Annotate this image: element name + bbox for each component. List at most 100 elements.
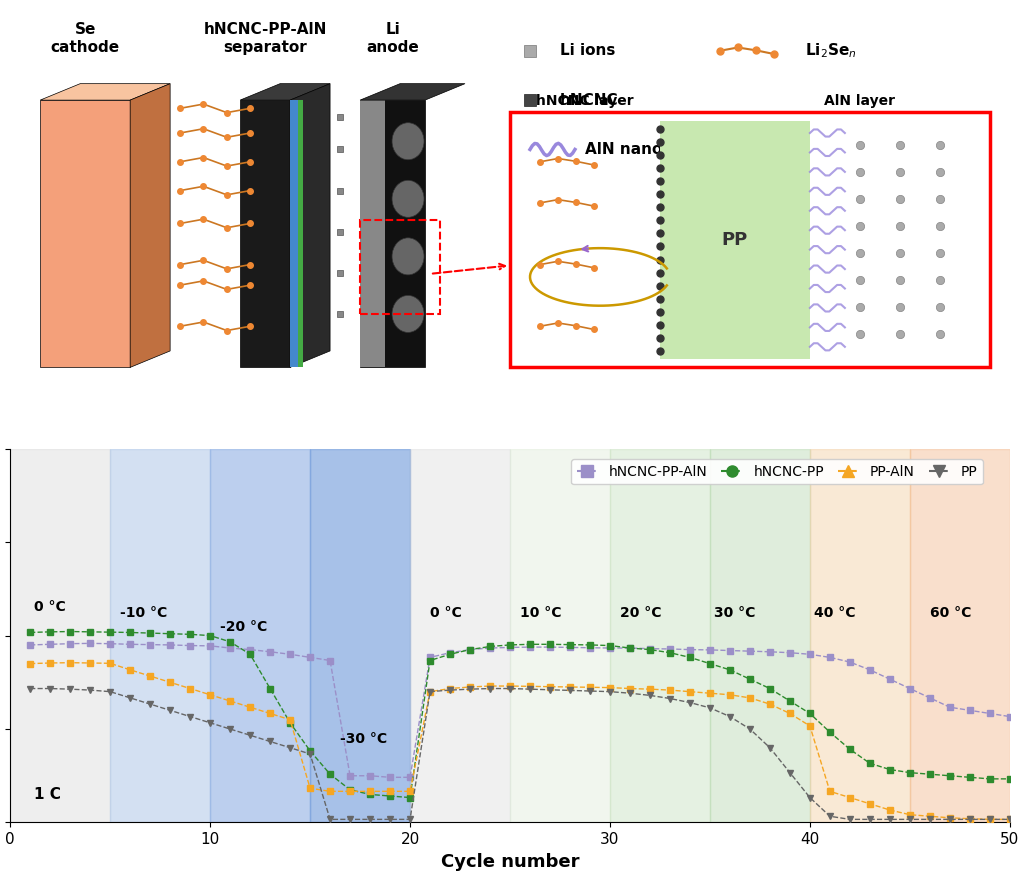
Bar xyxy=(110,449,210,822)
PP xyxy=(863,814,875,825)
hNCNC-PP-AlN xyxy=(543,642,555,653)
hNCNC-PP xyxy=(703,658,715,669)
PP xyxy=(283,742,296,753)
hNCNC-PP xyxy=(104,627,116,637)
hNCNC-PP xyxy=(183,629,196,640)
PP-AlN xyxy=(144,670,156,681)
hNCNC-PP-AlN xyxy=(982,708,995,719)
PP-AlN xyxy=(443,683,455,694)
hNCNC-PP-AlN xyxy=(44,639,56,650)
hNCNC-PP-AlN xyxy=(503,642,516,653)
Text: hNCNC-PP-AlN
separator: hNCNC-PP-AlN separator xyxy=(203,22,326,55)
PP-AlN xyxy=(703,687,715,698)
PP xyxy=(963,814,975,825)
PP-AlN xyxy=(583,682,595,693)
PP-AlN xyxy=(204,689,216,700)
Text: -30 °C: -30 °C xyxy=(339,732,387,746)
hNCNC-PP xyxy=(64,626,76,637)
hNCNC-PP xyxy=(164,628,176,639)
hNCNC-PP xyxy=(124,627,137,637)
PP xyxy=(44,683,56,694)
hNCNC-PP-AlN xyxy=(104,638,116,649)
PP xyxy=(24,683,37,694)
hNCNC-PP-AlN xyxy=(164,639,176,650)
hNCNC-PP-AlN xyxy=(483,643,495,654)
PP-AlN xyxy=(903,809,915,820)
PP xyxy=(603,687,615,697)
Bar xyxy=(10,449,110,822)
PP-AlN xyxy=(104,658,116,669)
hNCNC-PP-AlN xyxy=(464,645,476,655)
hNCNC-PP xyxy=(264,683,276,694)
PP xyxy=(923,814,935,825)
hNCNC-PP-AlN xyxy=(583,643,595,654)
PP xyxy=(264,736,276,746)
Bar xyxy=(410,449,510,822)
hNCNC-PP xyxy=(1003,773,1015,784)
PP xyxy=(424,687,436,697)
PP xyxy=(643,690,655,701)
Bar xyxy=(360,221,439,314)
hNCNC-PP xyxy=(624,643,636,654)
Text: 20 °C: 20 °C xyxy=(620,606,660,620)
PP-AlN xyxy=(503,680,516,691)
PP-AlN xyxy=(743,693,755,704)
Bar xyxy=(298,100,303,367)
hNCNC-PP-AlN xyxy=(524,642,536,653)
hNCNC-PP-AlN xyxy=(823,652,836,662)
PP-AlN xyxy=(943,813,955,823)
PP-AlN xyxy=(803,721,815,731)
hNCNC-PP xyxy=(244,649,256,660)
PP-AlN xyxy=(783,708,795,719)
PP xyxy=(144,699,156,710)
PP xyxy=(343,814,356,825)
Bar xyxy=(510,113,988,367)
PP xyxy=(483,683,495,694)
PP xyxy=(64,684,76,695)
hNCNC-PP-AlN xyxy=(963,705,975,716)
Text: hNCNC layer: hNCNC layer xyxy=(536,95,633,108)
hNCNC-PP xyxy=(943,771,955,781)
Bar xyxy=(360,100,385,367)
Text: Li
anode: Li anode xyxy=(366,22,419,55)
hNCNC-PP xyxy=(383,790,395,801)
hNCNC-PP xyxy=(743,674,755,685)
PP xyxy=(803,792,815,803)
hNCNC-PP-AlN xyxy=(763,646,775,657)
PP-AlN xyxy=(364,786,376,797)
Polygon shape xyxy=(239,84,330,100)
PP xyxy=(224,723,236,734)
hNCNC-PP xyxy=(304,746,316,756)
PP xyxy=(663,693,676,704)
PP-AlN xyxy=(404,786,416,797)
hNCNC-PP xyxy=(923,769,935,780)
PP-AlN xyxy=(723,689,736,700)
Ellipse shape xyxy=(391,295,424,333)
PP-AlN xyxy=(44,658,56,669)
Text: Li ions: Li ions xyxy=(559,43,614,58)
PP xyxy=(943,814,955,825)
PP xyxy=(84,685,96,696)
hNCNC-PP xyxy=(643,645,655,655)
Polygon shape xyxy=(360,84,465,100)
PP xyxy=(183,712,196,722)
PP xyxy=(583,686,595,696)
hNCNC-PP xyxy=(524,639,536,650)
Text: 60 °C: 60 °C xyxy=(929,606,970,620)
hNCNC-PP xyxy=(663,647,676,658)
hNCNC-PP-AlN xyxy=(84,638,96,649)
hNCNC-PP xyxy=(224,637,236,647)
hNCNC-PP xyxy=(783,696,795,706)
hNCNC-PP xyxy=(343,784,356,795)
PP-AlN xyxy=(524,681,536,692)
Bar xyxy=(239,100,289,367)
PP xyxy=(404,814,416,825)
Ellipse shape xyxy=(391,181,424,217)
hNCNC-PP-AlN xyxy=(783,647,795,658)
PP-AlN xyxy=(343,786,356,797)
PP-AlN xyxy=(283,714,296,725)
Line: hNCNC-PP: hNCNC-PP xyxy=(26,628,1012,801)
hNCNC-PP xyxy=(982,773,995,784)
PP xyxy=(624,687,636,698)
PP xyxy=(1003,814,1015,825)
